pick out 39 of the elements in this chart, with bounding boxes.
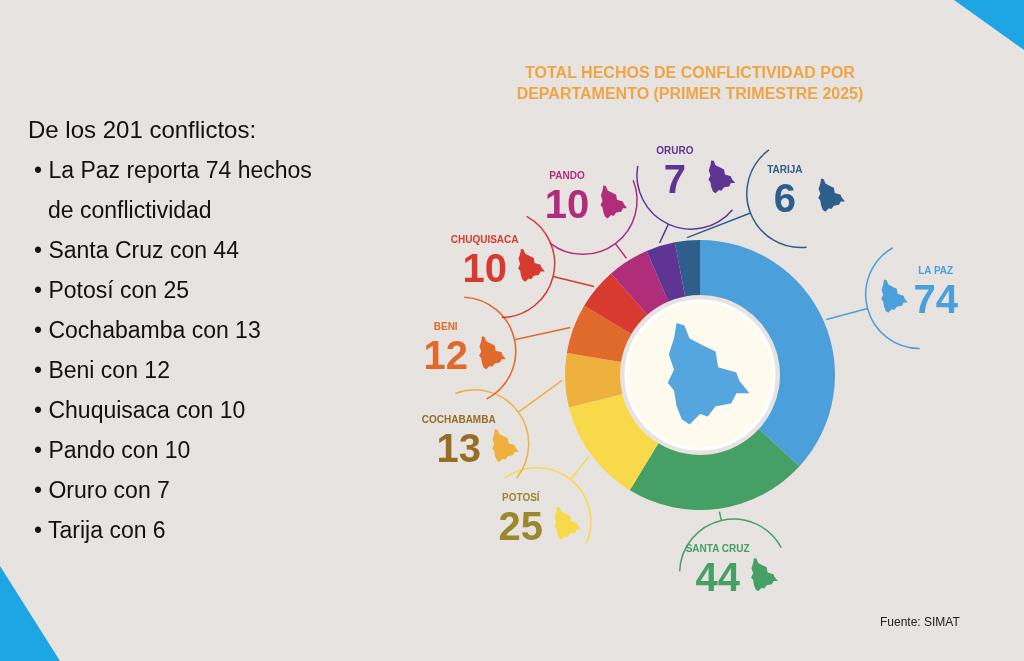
data-label: 25 xyxy=(498,503,544,548)
donut-slice xyxy=(565,352,623,408)
text: • La Paz reporta 74 hechos de conflictividad xyxy=(33,156,313,225)
text: • Pando con 10 xyxy=(33,436,192,465)
source-note: Fuente: SIMAT xyxy=(880,615,960,629)
donut-slice xyxy=(611,250,669,315)
donut-slice xyxy=(584,273,648,334)
slice-label: COCHABAMBA xyxy=(421,413,496,425)
data-label: 12 xyxy=(423,333,468,378)
text: • Tarija con 6 xyxy=(33,516,167,545)
data-label: 6 xyxy=(773,175,796,220)
slice-label: BENI xyxy=(433,321,458,333)
text: • Chuquisaca con 10 xyxy=(33,396,247,425)
text: • Beni con 12 xyxy=(33,356,171,385)
text: • Oruro con 7 xyxy=(33,476,171,505)
text: • Potosí con 25 xyxy=(33,276,191,305)
donut-slice xyxy=(629,429,800,510)
data-label: 10 xyxy=(544,182,590,227)
donut-slice xyxy=(646,242,686,302)
data-label: 74 xyxy=(913,276,959,321)
slice-label: SANTA CRUZ xyxy=(685,543,750,555)
donut-slice xyxy=(566,305,632,362)
text: • Santa Cruz con 44 xyxy=(33,236,240,265)
slice-label: PANDO xyxy=(549,170,585,182)
donut-slice xyxy=(700,240,835,467)
slice-label: POTOSÍ xyxy=(502,490,540,503)
data-label: 13 xyxy=(436,425,481,470)
slice-label: TARIJA xyxy=(767,163,803,175)
data-label: 10 xyxy=(462,245,507,290)
data-label: 7 xyxy=(663,157,687,202)
slice-label: CHUQUISACA xyxy=(450,233,519,245)
slice-label: ORURO xyxy=(656,145,694,157)
text: • Cochabamba con 13 xyxy=(33,316,262,345)
chart-title: TOTAL HECHOS DE CONFLICTIVIDAD POR DEPARTAMENTO (PRIMER TRIMESTRE 2025) xyxy=(515,63,865,104)
donut-slice xyxy=(568,394,659,491)
slice-label: LA PAZ xyxy=(918,264,954,276)
donut-slice xyxy=(674,240,700,297)
text: De los 201 conflictos: xyxy=(28,115,258,145)
data-label: 44 xyxy=(695,555,741,600)
